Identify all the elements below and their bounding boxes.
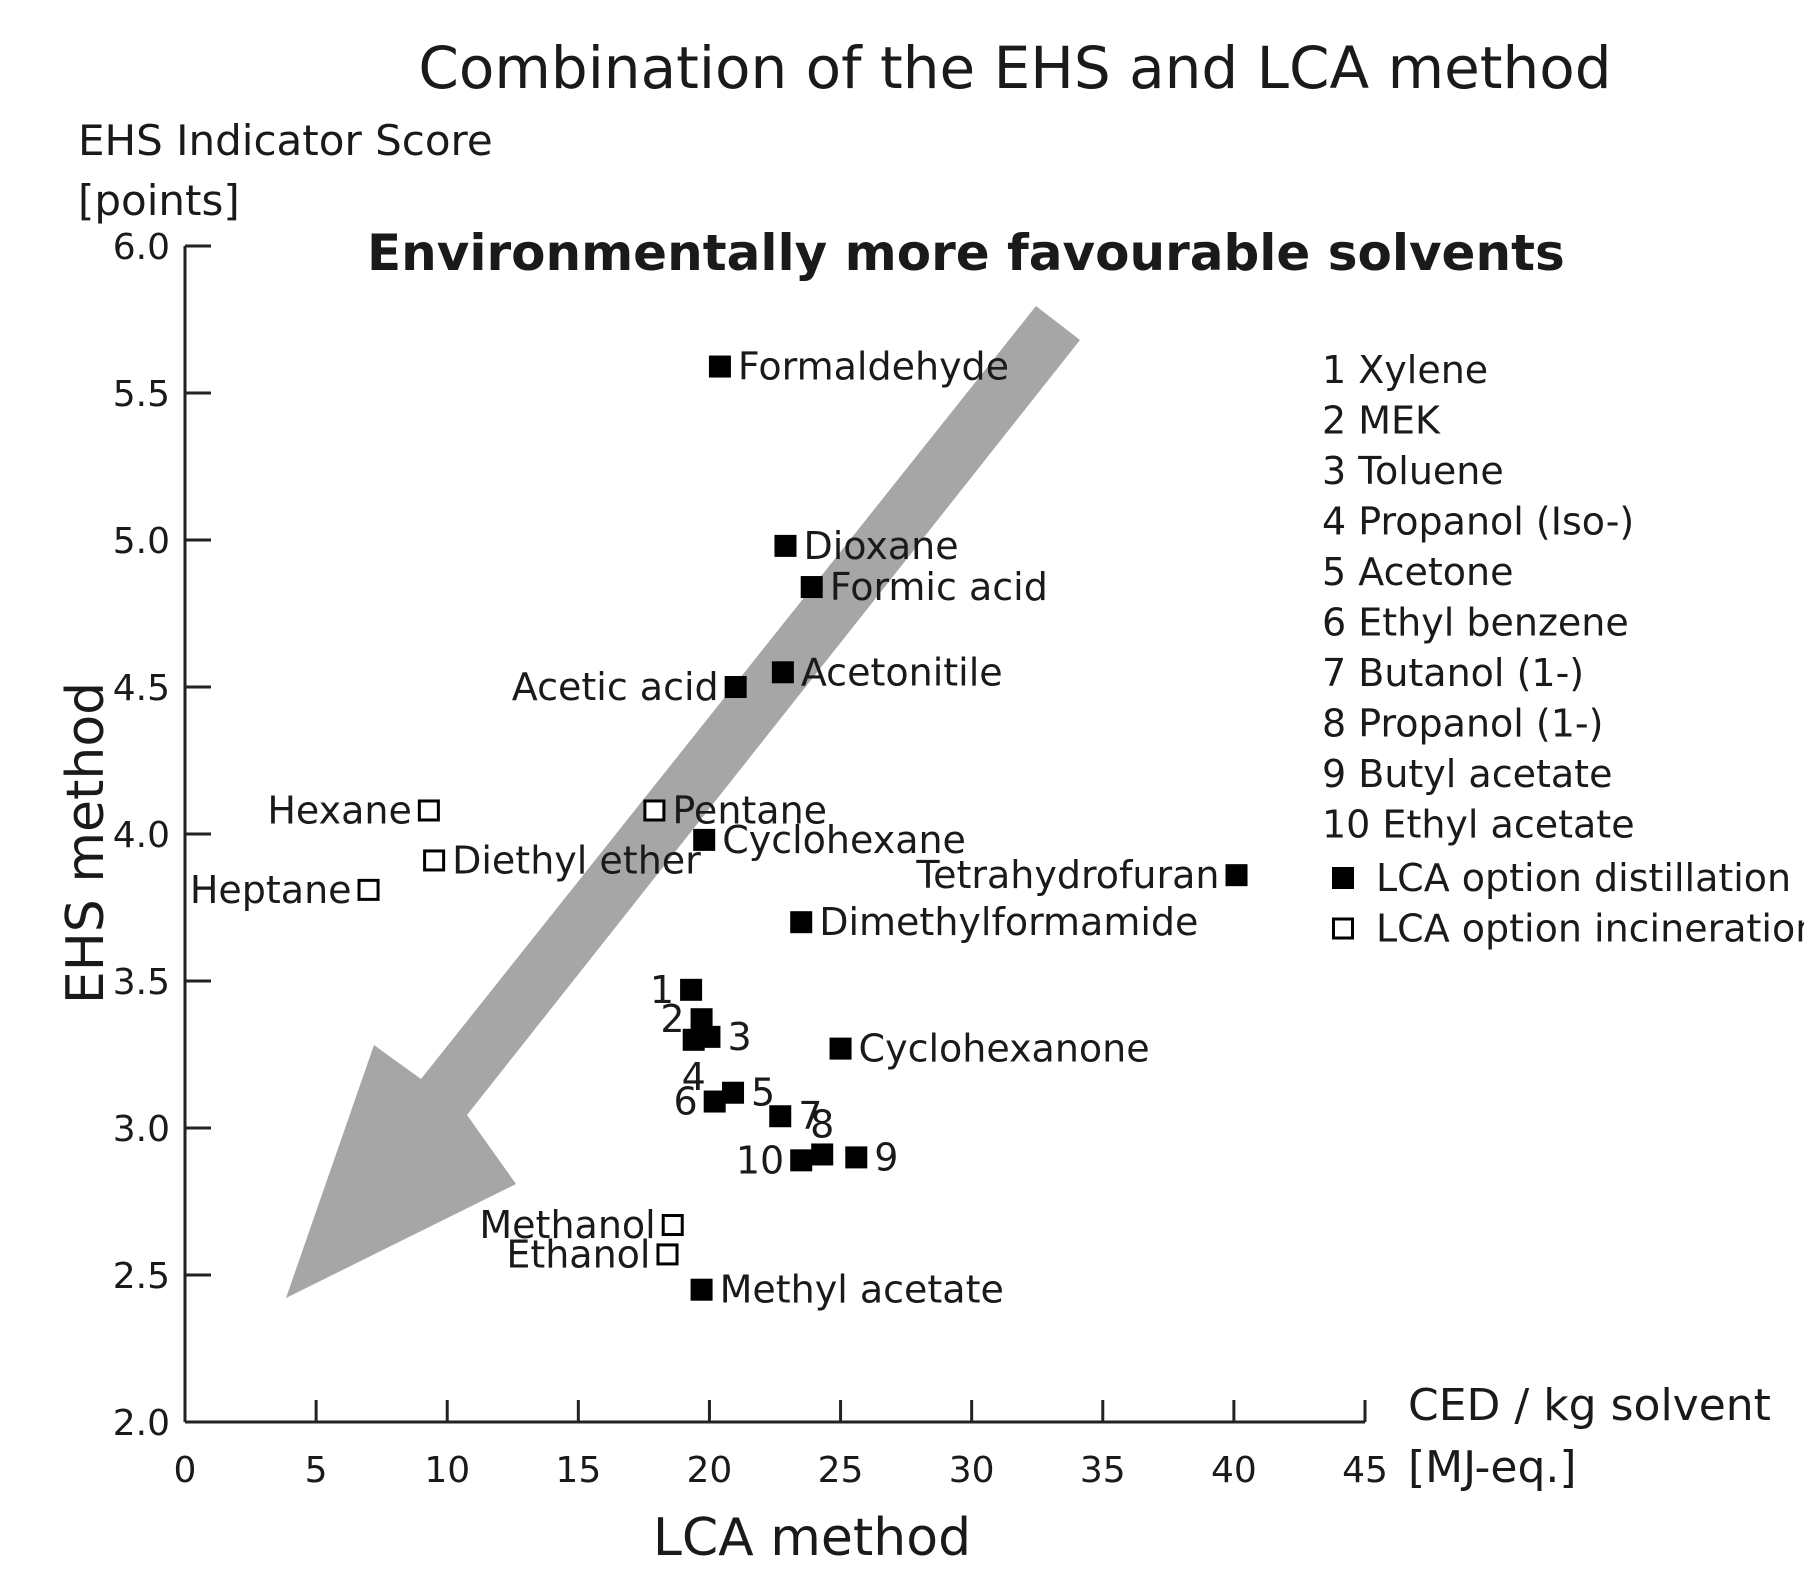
data-point-label: Dimethylformamide <box>819 900 1198 944</box>
solvent-key-item: 4 Propanol (Iso-) <box>1322 500 1634 544</box>
x-axis-method-label: LCA method <box>653 1508 971 1568</box>
x-tick-label: 5 <box>305 1450 328 1491</box>
data-point <box>357 878 380 901</box>
y-axis-title-line1: EHS Indicator Score <box>78 116 493 165</box>
y-tick-label: 2.0 <box>113 1403 170 1444</box>
data-point-label: Pentane <box>672 788 827 832</box>
solvent-key-item: 6 Ethyl benzene <box>1322 601 1629 645</box>
x-tick-label: 40 <box>1211 1450 1257 1491</box>
data-point-label: Methyl acetate <box>720 1268 1004 1312</box>
data-point <box>790 1149 813 1172</box>
data-point-label: 7 <box>798 1094 822 1138</box>
y-tick-label: 4.5 <box>113 668 170 709</box>
data-point <box>680 978 703 1001</box>
data-point-label: Diethyl ether <box>452 838 701 882</box>
solvent-key-item: 3 Toluene <box>1322 449 1504 493</box>
chart-title: Combination of the EHS and LCA method <box>418 34 1611 102</box>
solvent-key-item: 5 Acetone <box>1322 550 1513 594</box>
y-tick-label: 6.0 <box>113 227 170 268</box>
y-tick-label: 3.0 <box>113 1109 170 1150</box>
y-axis-method-label: EHS method <box>56 682 116 1004</box>
data-point <box>722 1081 745 1104</box>
data-point <box>690 1008 713 1031</box>
data-point <box>417 799 440 822</box>
data-point-label: Formic acid <box>830 565 1048 609</box>
x-tick-label: 25 <box>818 1450 864 1491</box>
solvent-key-item: 8 Propanol (1-) <box>1322 702 1603 746</box>
data-point <box>690 1278 713 1301</box>
solvent-key-item: 7 Butanol (1-) <box>1322 651 1584 695</box>
data-point-label: 9 <box>874 1135 898 1179</box>
data-point <box>800 576 823 599</box>
data-point <box>774 534 797 557</box>
legend-open-square-marker <box>1332 917 1354 940</box>
x-tick-label: 20 <box>687 1450 733 1491</box>
data-point-label: Cyclohexanone <box>859 1027 1150 1071</box>
x-tick-label: 35 <box>1080 1450 1126 1491</box>
data-point-label: 2 <box>660 997 684 1041</box>
data-point <box>661 1214 684 1237</box>
data-point-label: Hexane <box>267 788 412 832</box>
data-point <box>771 661 794 684</box>
data-point <box>656 1243 679 1266</box>
legend-label: LCA option incineration <box>1376 907 1804 951</box>
solvent-key-item: 1 Xylene <box>1322 348 1488 392</box>
data-point-label: Cyclohexane <box>722 818 966 862</box>
y-tick-label: 5.5 <box>113 374 170 415</box>
data-point <box>693 828 716 851</box>
data-point-label: 8 <box>810 1102 834 1146</box>
x-tick-label: 45 <box>1342 1450 1388 1491</box>
y-tick-label: 2.5 <box>113 1256 170 1297</box>
data-point <box>1225 864 1248 887</box>
axes: 0 5 10 15 20 25 30 35 40 45 2.0 2.5 3.0 3.5 4.0 4.5 5.0 5… <box>113 227 1388 1491</box>
data-point <box>811 1143 834 1166</box>
data-point <box>708 355 731 378</box>
x-tick-label: 30 <box>949 1450 995 1491</box>
y-tick-label: 4.0 <box>113 815 170 856</box>
data-point-label: Acetic acid <box>512 665 719 709</box>
data-point-label: Ethanol <box>506 1232 650 1276</box>
data-point <box>703 1090 726 1113</box>
data-point <box>769 1105 792 1128</box>
data-point-label: Formaldehyde <box>738 345 1009 389</box>
data-point <box>423 849 446 872</box>
data-point-label: 6 <box>674 1080 698 1124</box>
data-point-label: Tetrahydrofuran <box>915 853 1219 897</box>
y-tick-label: 5.0 <box>113 521 170 562</box>
legend-filled-square-marker <box>1332 867 1354 889</box>
data-point <box>790 911 813 934</box>
solvent-key-item: 2 MEK <box>1322 399 1441 443</box>
data-point-label: 4 <box>682 1055 706 1099</box>
x-axis-title-line1: CED / kg solvent <box>1408 1380 1771 1431</box>
data-point <box>682 1028 705 1051</box>
data-point-label: Methanol <box>479 1203 655 1247</box>
data-point-label: Acetonitile <box>801 650 1003 694</box>
x-tick-label: 15 <box>555 1450 601 1491</box>
data-point <box>643 799 666 822</box>
solvent-key: 1 Xylene 2 MEK 3 Toluene 4 Propanol (Iso-) 5… <box>1322 348 1635 847</box>
data-point-label: 1 <box>650 968 674 1012</box>
x-tick-label: 10 <box>424 1450 470 1491</box>
favourable-direction-arrow <box>286 306 1080 1298</box>
data-point-label: Dioxane <box>803 524 958 568</box>
marker-legend: LCA option distillation LCA option incine… <box>1332 856 1804 951</box>
favourable-solvents-annotation: Environmentally more favourable solvents <box>367 224 1565 282</box>
data-point-label: 3 <box>727 1015 751 1059</box>
solvent-key-item: 10 Ethyl acetate <box>1322 803 1635 847</box>
data-point <box>724 676 747 698</box>
x-axis-title-line2: [MJ-eq.] <box>1408 1442 1577 1493</box>
legend-label: LCA option distillation <box>1376 856 1791 900</box>
y-tick-label: 3.5 <box>113 962 170 1003</box>
solvent-key-item: 9 Butyl acetate <box>1322 752 1612 796</box>
data-point <box>829 1037 852 1060</box>
y-axis-title-line2: [points] <box>78 176 240 225</box>
data-point-label: Heptane <box>190 868 352 912</box>
x-tick-label: 0 <box>174 1450 197 1491</box>
data-point <box>845 1146 868 1169</box>
data-point-label: 10 <box>736 1138 784 1182</box>
